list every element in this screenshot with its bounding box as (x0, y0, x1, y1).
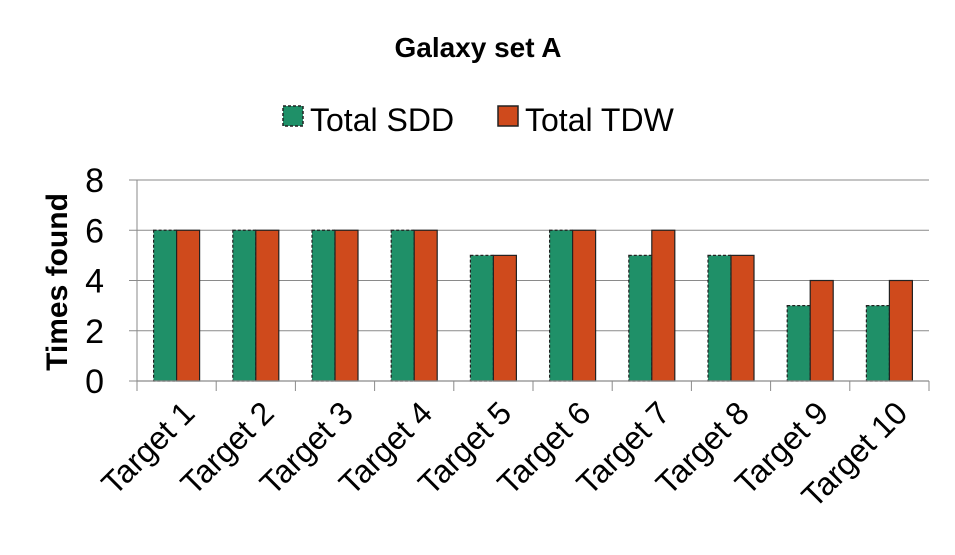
bar-tdw (571, 229, 597, 382)
bar-sdd (548, 229, 574, 382)
bar-tdw (730, 254, 755, 382)
legend: Total SDD Total TDW (282, 102, 675, 138)
chart-title: Galaxy set A (394, 32, 561, 63)
y-tick-label: 2 (85, 313, 104, 351)
bar-sdd (628, 254, 653, 382)
bar-tdw (176, 229, 201, 382)
bar-tdw (492, 254, 517, 382)
y-axis-label: Times found (41, 193, 74, 371)
bar-sdd (232, 229, 257, 382)
bar-tdw (413, 229, 438, 382)
bar-sdd (390, 229, 415, 382)
bar-sdd (469, 254, 494, 382)
bar-tdw (809, 279, 834, 382)
bar-sdd (153, 229, 178, 382)
y-tick-label: 4 (85, 263, 104, 301)
axes (136, 180, 930, 391)
y-tick-label: 8 (85, 162, 104, 200)
bar-tdw (888, 279, 914, 382)
bars (153, 229, 914, 382)
bar-tdw (334, 229, 359, 382)
y-tick-labels: 0 2 4 6 8 (85, 162, 137, 401)
legend-label-tdw: Total TDW (525, 102, 675, 138)
bar-sdd (707, 254, 732, 382)
bar-sdd (311, 229, 336, 382)
bar-tdw (255, 229, 280, 382)
legend-swatch-tdw (497, 105, 519, 127)
bar-sdd (865, 305, 891, 382)
y-tick-label: 6 (85, 212, 104, 250)
legend-swatch-sdd (282, 105, 304, 127)
legend-label-sdd: Total SDD (310, 102, 454, 138)
y-tick-label: 0 (85, 363, 104, 401)
bar-tdw (651, 229, 676, 382)
bar-sdd (786, 305, 811, 382)
